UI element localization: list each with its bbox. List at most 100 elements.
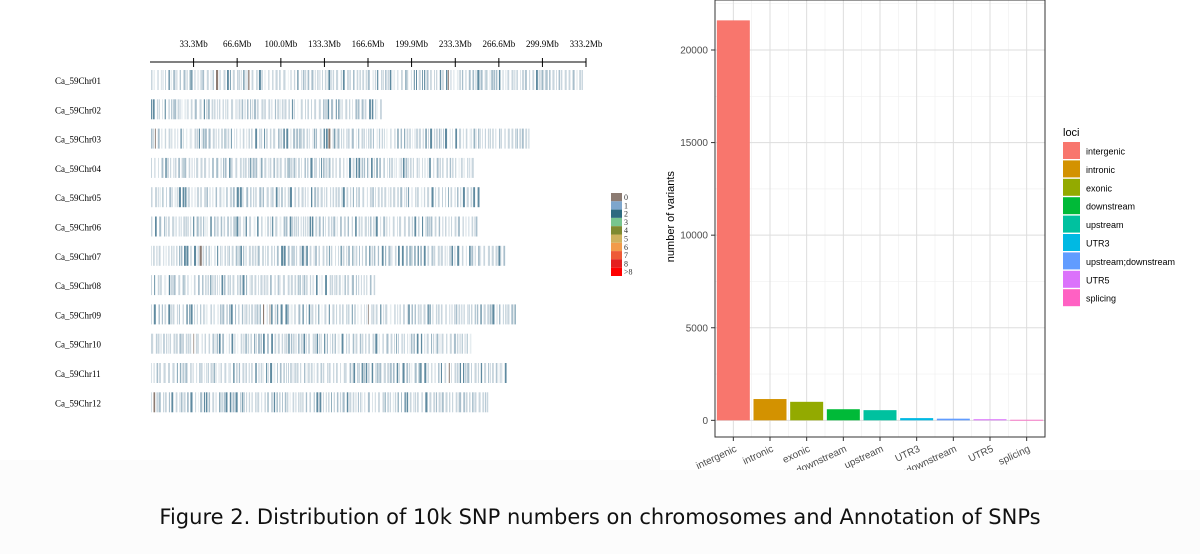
density-bin: [240, 333, 243, 354]
density-bin: [351, 363, 353, 383]
density-bin: [558, 70, 560, 90]
density-bin: [226, 187, 228, 208]
density-bin: [201, 128, 203, 149]
density-bin: [259, 157, 261, 178]
density-bin: [389, 304, 392, 325]
density-bin: [239, 157, 242, 178]
density-bin: [436, 70, 438, 90]
legend-key: [1063, 252, 1080, 270]
density-bin: [187, 392, 189, 413]
density-bin: [185, 333, 188, 354]
density-bin: [158, 157, 159, 178]
density-bin: [409, 392, 412, 413]
density-bin: [284, 157, 287, 178]
density-bin: [451, 363, 452, 383]
density-bin: [336, 304, 338, 325]
density-bin: [245, 333, 248, 354]
density-bin: [349, 363, 352, 383]
density-bin: [204, 157, 207, 178]
chromosome-label: Ca_59Chr04: [55, 164, 101, 174]
density-bin: [215, 363, 217, 383]
density-bin: [511, 128, 514, 149]
density-bin: [421, 392, 423, 413]
density-bin: [190, 363, 192, 383]
density-bin: [352, 333, 355, 354]
density-bin: [159, 216, 162, 237]
density-bin: [314, 157, 316, 178]
density-bin: [414, 216, 417, 237]
density-bin: [277, 275, 279, 296]
density-bin: [269, 304, 271, 325]
density-bin: [472, 392, 474, 413]
legend-label: upstream: [1086, 220, 1124, 230]
legend-swatch: [611, 242, 622, 252]
density-bin: [260, 275, 263, 296]
density-bin: [495, 128, 497, 149]
density-bin: [274, 304, 277, 325]
density-bin: [191, 157, 193, 178]
density-bin: [438, 363, 440, 383]
density-bin: [283, 128, 285, 149]
density-bin: [151, 245, 152, 266]
density-bin: [346, 128, 348, 149]
density-bin: [405, 70, 407, 90]
density-bin: [349, 157, 352, 178]
density-bin: [171, 245, 173, 266]
density-bin: [243, 304, 245, 325]
density-bin: [305, 216, 307, 237]
legend-label: 4: [624, 226, 628, 235]
density-bin: [520, 70, 521, 90]
density-bin: [378, 392, 380, 413]
density-bin: [325, 187, 328, 208]
density-bin: [406, 128, 409, 149]
density-bin: [398, 157, 400, 178]
density-bin: [504, 128, 506, 149]
density-bin: [168, 99, 170, 120]
density-bin: [170, 70, 173, 90]
density-bin: [433, 392, 436, 413]
density-bin: [225, 99, 227, 120]
density-bin: [474, 363, 477, 383]
density-bin: [380, 216, 382, 237]
chromosome-label: Ca_59Chr03: [55, 135, 101, 145]
density-bin: [236, 99, 238, 120]
density-bin: [273, 363, 276, 383]
density-bin: [224, 128, 226, 149]
density-bin: [270, 187, 272, 208]
density-bin: [364, 392, 366, 413]
density-bin: [223, 70, 226, 90]
density-bin: [210, 216, 212, 237]
density-bin: [283, 70, 286, 90]
chromosome-background: [150, 128, 530, 149]
density-bin: [484, 128, 486, 149]
density-bin: [296, 363, 299, 383]
density-bin: [284, 99, 287, 120]
density-bin: [353, 70, 355, 90]
density-bin: [309, 392, 312, 413]
density-bin: [213, 304, 215, 325]
density-bin: [346, 392, 349, 413]
density-bin: [187, 187, 190, 208]
legend-label: exonic: [1086, 183, 1113, 193]
density-bin: [172, 304, 175, 325]
density-bin: [179, 333, 182, 354]
density-bin: [161, 128, 163, 149]
x-tick-label: intronic: [741, 444, 775, 468]
density-bin: [258, 304, 260, 325]
density-bin: [400, 187, 403, 208]
density-bin: [482, 392, 484, 413]
density-bin: [368, 216, 370, 237]
legend-label: 5: [624, 235, 628, 244]
density-bin: [392, 392, 395, 413]
density-bin: [459, 333, 461, 354]
density-bin: [478, 128, 480, 149]
density-bin: [266, 187, 269, 208]
density-bin: [256, 304, 258, 325]
density-bin: [448, 363, 450, 383]
y-tick-label: 0: [702, 416, 708, 427]
legend-swatch: [611, 234, 622, 243]
density-bin: [311, 70, 314, 90]
density-bin: [157, 128, 160, 149]
density-bin: [245, 363, 247, 383]
density-bin: [193, 333, 195, 354]
